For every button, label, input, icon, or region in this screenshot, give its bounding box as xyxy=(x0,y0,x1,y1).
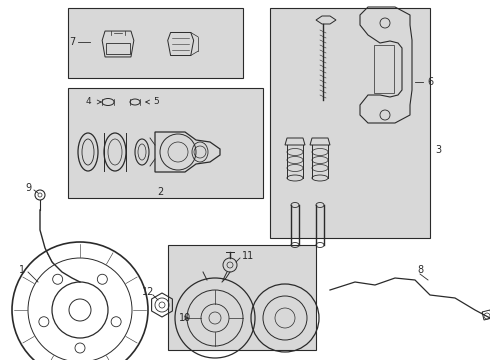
Bar xyxy=(168,245,316,350)
Text: 8: 8 xyxy=(417,265,423,275)
Text: 7: 7 xyxy=(69,37,75,47)
Text: 4: 4 xyxy=(85,98,91,107)
Bar xyxy=(68,88,263,198)
Text: 5: 5 xyxy=(153,98,159,107)
Text: 2: 2 xyxy=(157,187,163,197)
Text: 6: 6 xyxy=(427,77,433,87)
Bar xyxy=(270,8,430,238)
Text: 9: 9 xyxy=(25,183,31,193)
Text: 12: 12 xyxy=(142,287,154,297)
Text: 1: 1 xyxy=(19,265,25,275)
Text: 3: 3 xyxy=(435,145,441,155)
Text: 11: 11 xyxy=(242,251,254,261)
Bar xyxy=(374,45,394,93)
Text: 10: 10 xyxy=(179,313,191,323)
Bar xyxy=(68,8,243,78)
